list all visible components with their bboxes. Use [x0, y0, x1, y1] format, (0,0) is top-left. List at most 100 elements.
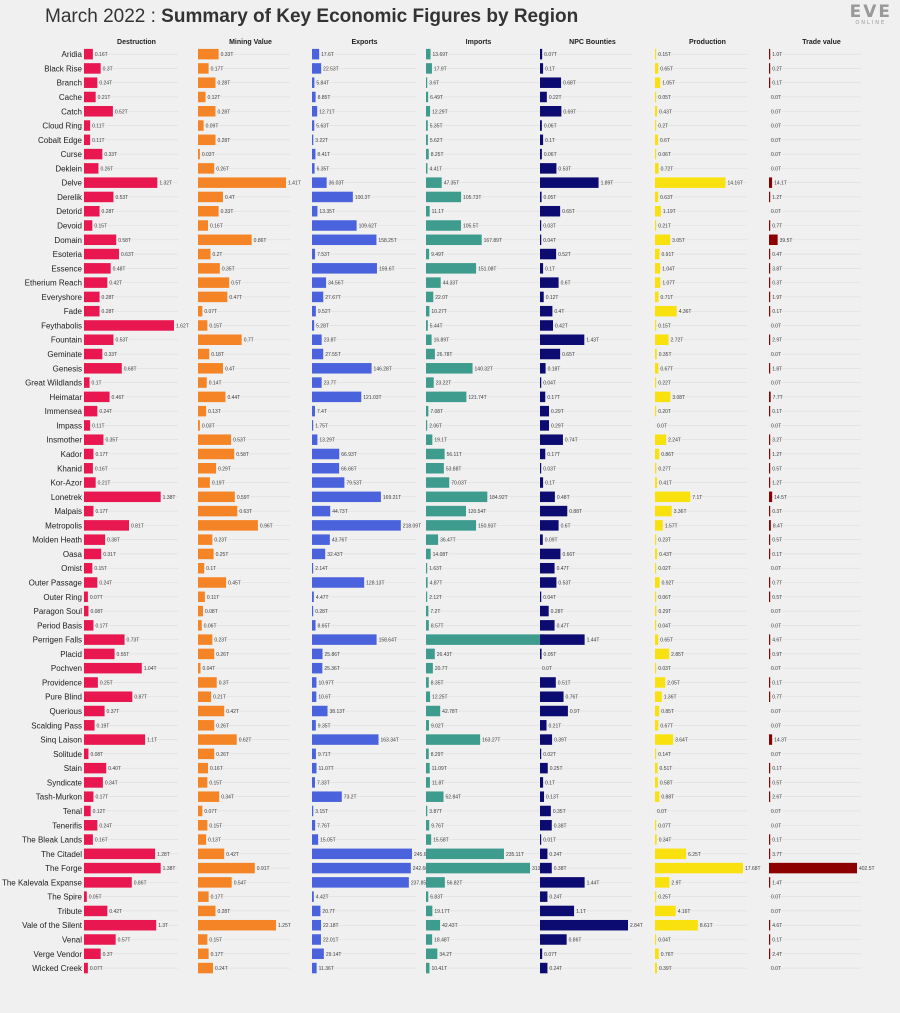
value-label: 0.4T — [554, 309, 564, 315]
value-label: 245.6T — [414, 852, 430, 858]
bar-imports — [426, 348, 435, 360]
value-label: 14.1T — [774, 181, 787, 187]
value-label: 0.17T — [95, 452, 108, 458]
bar-mining-value — [198, 662, 201, 674]
bar-destruction — [84, 834, 93, 845]
value-label: 0.28T — [315, 609, 328, 615]
value-label: 0.40T — [108, 766, 121, 772]
value-label: 0.1T — [92, 381, 102, 387]
value-label: 0.91T — [257, 866, 270, 872]
bar-npc-bounties — [540, 63, 544, 74]
value-label: 0.15T — [94, 566, 107, 572]
bar-imports — [426, 591, 428, 603]
value-label: 146.28T — [374, 366, 392, 372]
value-label: 1.36T — [664, 695, 677, 701]
value-label: 0.3T — [219, 680, 229, 686]
bar-exports — [312, 377, 322, 388]
region-label: Scalding Pass — [31, 721, 82, 730]
bar-destruction — [84, 334, 114, 345]
value-label: 0.03T — [543, 224, 556, 230]
value-label: 1.9T — [772, 295, 782, 301]
bar-production — [655, 577, 660, 588]
bar-imports — [426, 834, 432, 845]
value-label: 0.39T — [659, 966, 672, 972]
value-label: 0.25T — [658, 895, 671, 901]
value-label: 0.19T — [97, 723, 110, 729]
bar-npc-bounties — [540, 677, 556, 688]
bar-npc-bounties — [540, 77, 562, 88]
value-label: 9.76T — [431, 823, 444, 829]
value-label: 0.0T — [771, 566, 781, 572]
value-label: 0.1T — [545, 138, 555, 144]
value-label: 0.16T — [210, 224, 223, 230]
value-label: 53.88T — [446, 466, 462, 472]
value-label: 0.22T — [658, 381, 671, 387]
region-label: Querious — [50, 707, 82, 716]
value-label: 2.14T — [315, 566, 328, 572]
region-label: Tribute — [57, 907, 82, 916]
bar-production — [655, 391, 671, 403]
value-label: 0.1T — [545, 481, 555, 487]
bar-trade-value — [769, 291, 771, 303]
bar-trade-value — [769, 491, 773, 503]
title-main: Summary of Key Economic Figures by Regio… — [161, 6, 579, 27]
bar-mining-value — [198, 934, 208, 945]
value-label: 0.09T — [545, 538, 558, 544]
bar-production — [655, 891, 657, 902]
value-label: 0.0T — [771, 138, 781, 144]
value-label: 0.24T — [549, 852, 562, 858]
value-label: 0.1T — [772, 409, 782, 415]
bar-imports — [426, 177, 442, 188]
region-label: Genesis — [53, 364, 82, 373]
bar-npc-bounties — [540, 905, 575, 917]
value-label: 0.15T — [209, 323, 222, 329]
bar-trade-value — [769, 534, 771, 545]
value-label: 0.5T — [772, 780, 782, 786]
value-label: 11.09T — [432, 766, 447, 772]
bar-destruction — [84, 463, 93, 474]
title-prefix: March 2022 : — [45, 6, 162, 27]
bar-imports — [426, 63, 432, 74]
value-label: 16.89T — [434, 338, 450, 344]
bar-destruction — [84, 177, 158, 188]
value-label: 0.0T — [771, 152, 781, 158]
region-label: Wicked Creek — [32, 964, 83, 973]
region-label: Delve — [62, 179, 83, 188]
bar-production — [655, 305, 677, 317]
bar-exports — [312, 777, 315, 788]
value-label: 1.07T — [662, 281, 675, 287]
bar-destruction — [84, 48, 93, 60]
value-label: 0.86T — [569, 938, 582, 944]
value-label: 14.16T — [727, 181, 743, 187]
bar-imports — [426, 948, 438, 960]
value-label: 25.36T — [324, 666, 340, 672]
value-label: 26.43T — [437, 652, 453, 658]
value-label: 5.44T — [430, 323, 443, 329]
value-label: 1.75T — [315, 423, 328, 429]
value-label: 3.8T — [772, 266, 782, 272]
bar-destruction — [84, 348, 103, 360]
bar-npc-bounties — [540, 363, 546, 374]
value-label: 121.03T — [363, 395, 381, 401]
value-label: 0.1T — [772, 938, 782, 944]
bar-imports — [426, 448, 445, 460]
bar-destruction — [84, 820, 98, 831]
value-label: 0.86T — [254, 238, 267, 244]
value-label: 0.69T — [563, 109, 576, 115]
bar-exports — [312, 448, 340, 460]
value-label: 5.63T — [316, 124, 329, 130]
value-label: 0.7T — [772, 581, 782, 587]
value-label: 2.9T — [671, 880, 681, 886]
bar-production — [655, 191, 659, 203]
bar-mining-value — [198, 834, 207, 845]
value-label: 0.06T — [544, 152, 557, 158]
bar-production — [655, 548, 658, 560]
value-label: 7.76T — [317, 823, 330, 829]
value-label: 0.07T — [90, 966, 103, 972]
value-label: 44.73T — [332, 509, 348, 515]
value-label: 0.16T — [210, 766, 223, 772]
bar-mining-value — [198, 548, 214, 560]
region-label: The Spire — [47, 893, 82, 902]
value-label: 4.36T — [679, 309, 692, 315]
value-label: 0.33T — [104, 152, 117, 158]
